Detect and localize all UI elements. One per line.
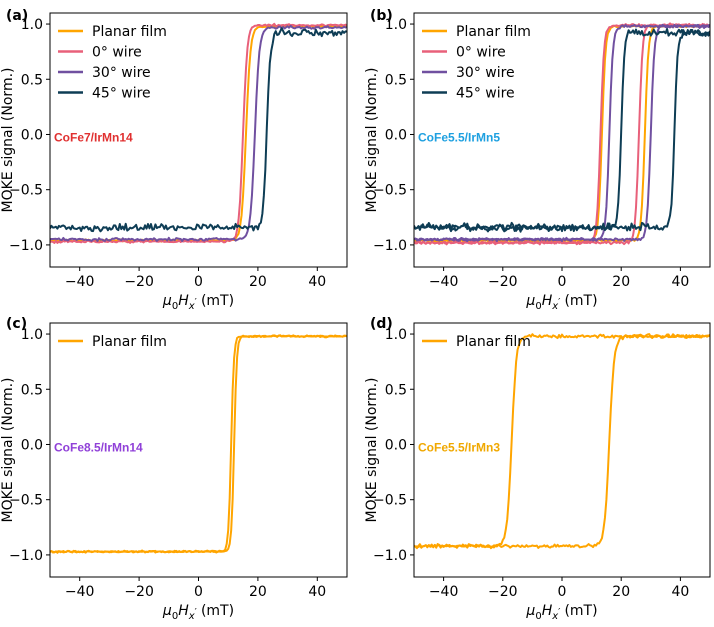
- sample-annotation: CoFe5.5/IrMn5: [418, 130, 500, 144]
- y-tick-label: 0.5: [385, 72, 407, 88]
- series-line-30-wire: [50, 24, 347, 243]
- x-tick-label: 40: [308, 584, 326, 600]
- y-tick-label: 1.0: [385, 327, 407, 343]
- panel-label: (a): [6, 8, 28, 24]
- x-tick-label: −40: [65, 274, 95, 290]
- y-tick-label: 0.0: [385, 437, 407, 453]
- legend: Planar film: [58, 334, 167, 350]
- series-line-30-wire: [414, 23, 710, 243]
- y-tick-label: 0.5: [21, 382, 43, 398]
- panel-label: (b): [370, 8, 393, 24]
- legend: Planar film 0° wire 30° wire 45° wire: [422, 24, 531, 102]
- x-tick-label: −40: [65, 584, 95, 600]
- x-tick-label: 0: [194, 274, 203, 290]
- x-tick-label: 0: [194, 584, 203, 600]
- series-line-45-wire: [50, 27, 347, 233]
- panel-label: (d): [370, 316, 393, 332]
- y-tick-label: −1.0: [373, 238, 407, 254]
- sample-annotation: CoFe8.5/IrMn14: [54, 440, 143, 454]
- y-tick-label: 1.0: [21, 327, 43, 343]
- x-axis-title: μ0Hx′ (mT): [525, 603, 597, 622]
- sample-annotation: CoFe7/IrMn14: [54, 130, 133, 144]
- legend-entry: Planar film: [92, 334, 167, 350]
- x-tick-label: −20: [124, 584, 154, 600]
- y-tick-label: 0.5: [385, 382, 407, 398]
- panel-label: (c): [6, 316, 27, 332]
- x-tick-label: −20: [488, 274, 518, 290]
- y-tick-label: 0.0: [21, 437, 43, 453]
- y-tick-label: −0.5: [9, 493, 43, 509]
- legend-entry: Planar film: [456, 24, 531, 40]
- legend-entry: 45° wire: [92, 86, 151, 102]
- x-axis-title: μ0Hx′ (mT): [162, 603, 234, 622]
- series-line-45-wire: [414, 28, 710, 233]
- series-line-planar-film: [50, 334, 347, 554]
- legend: Planar film: [422, 334, 531, 350]
- legend-entry: Planar film: [456, 334, 531, 350]
- x-tick-label: 40: [671, 274, 689, 290]
- y-tick-label: −1.0: [9, 238, 43, 254]
- y-tick-label: 1.0: [385, 17, 407, 33]
- x-tick-label: 40: [671, 584, 689, 600]
- x-tick-label: 20: [249, 584, 267, 600]
- legend-entry: 45° wire: [456, 86, 515, 102]
- y-axis-title: MOKE signal (Norm.): [364, 68, 380, 213]
- x-tick-label: −20: [488, 584, 518, 600]
- y-tick-label: −1.0: [9, 548, 43, 564]
- x-tick-label: −40: [429, 274, 459, 290]
- y-tick-label: −0.5: [373, 183, 407, 199]
- legend-entry: Planar film: [92, 24, 167, 40]
- y-axis-title: MOKE signal (Norm.): [364, 378, 380, 523]
- panel-3: −40 −20 0 20 40 −1.0 −0.5 0.0 0.5 1.0 μ0Hx′ (mT) MOK…: [0, 316, 348, 622]
- legend-entry: 30° wire: [92, 65, 151, 81]
- y-axis-title: MOKE signal (Norm.): [0, 68, 16, 213]
- legend-entry: 30° wire: [456, 65, 515, 81]
- plot-area: [414, 22, 710, 246]
- y-tick-label: −0.5: [373, 493, 407, 509]
- x-tick-label: 0: [558, 584, 567, 600]
- panel-4: −40 −20 0 20 40 −1.0 −0.5 0.0 0.5 1.0 μ0Hx′ (mT) MOK…: [364, 316, 711, 622]
- y-tick-label: 0.0: [385, 127, 407, 143]
- panel-2: −40 −20 0 20 40 −1.0 −0.5 0.0 0.5 1.0 μ0Hx′ (mT) MOK…: [364, 8, 711, 312]
- x-tick-label: −40: [429, 584, 459, 600]
- y-tick-label: 0.5: [21, 72, 43, 88]
- legend-entry: 0° wire: [92, 45, 142, 61]
- plot-area: [414, 333, 710, 550]
- x-tick-label: 20: [249, 274, 267, 290]
- x-axis-title: μ0Hx′ (mT): [162, 293, 234, 312]
- x-tick-label: −20: [124, 274, 154, 290]
- legend: Planar film 0° wire 30° wire 45° wire: [58, 24, 167, 102]
- sample-annotation: CoFe5.5/IrMn3: [418, 440, 500, 454]
- x-tick-label: 0: [558, 274, 567, 290]
- x-axis-title: μ0Hx′ (mT): [525, 293, 597, 312]
- x-tick-label: 20: [612, 274, 630, 290]
- plot-area: [50, 22, 347, 244]
- y-tick-label: −1.0: [373, 548, 407, 564]
- x-tick-label: 20: [612, 584, 630, 600]
- y-axis-title: MOKE signal (Norm.): [0, 378, 16, 523]
- y-tick-label: 0.0: [21, 127, 43, 143]
- legend-entry: 0° wire: [456, 45, 506, 61]
- plot-area: [50, 334, 347, 554]
- y-tick-label: 1.0: [21, 17, 43, 33]
- x-tick-label: 40: [308, 274, 326, 290]
- series-line-planar-film: [414, 333, 710, 550]
- y-tick-label: −0.5: [9, 183, 43, 199]
- panel-1: −40 −20 0 20 40 −1.0 −0.5 0.0 0.5 1.0 μ0Hx′ (mT) MOK…: [0, 8, 348, 312]
- series-line-0-wire: [50, 22, 347, 244]
